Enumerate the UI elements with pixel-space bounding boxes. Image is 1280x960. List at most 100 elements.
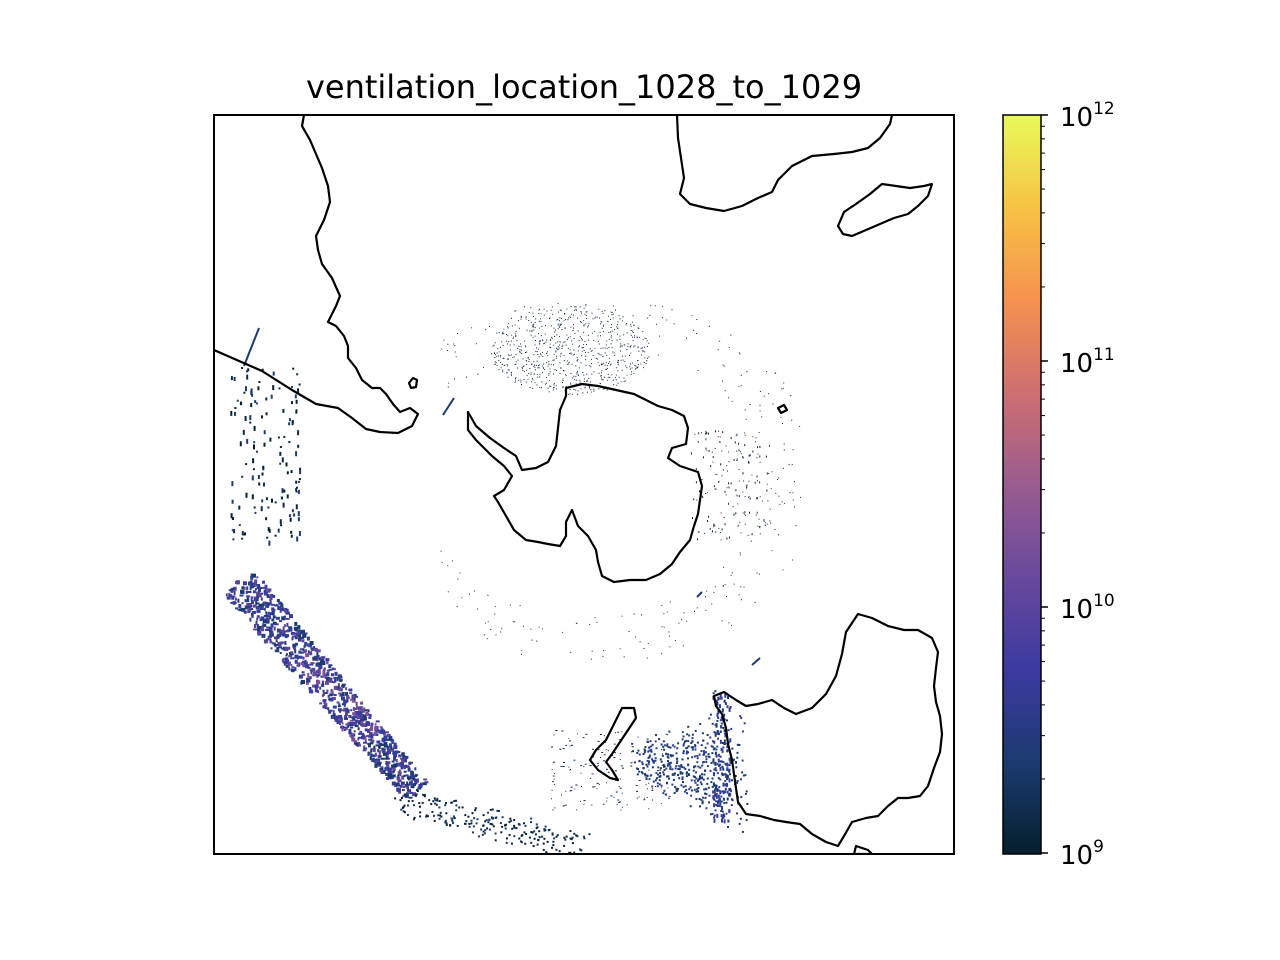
data-cell xyxy=(684,791,686,793)
data-cell xyxy=(676,752,678,754)
data-cell xyxy=(580,336,581,337)
data-cell xyxy=(565,374,566,375)
data-cell xyxy=(667,753,669,755)
data-cell xyxy=(703,753,705,755)
data-cell xyxy=(767,484,768,485)
data-cell xyxy=(367,754,369,756)
data-cell xyxy=(539,836,541,838)
data-cell xyxy=(667,763,669,765)
data-cell xyxy=(651,790,653,791)
data-cell xyxy=(246,375,248,380)
data-cell xyxy=(291,632,295,635)
data-cell xyxy=(677,742,679,744)
data-cell xyxy=(728,503,729,505)
data-cell xyxy=(657,766,659,768)
data-cell xyxy=(573,330,574,331)
data-cell xyxy=(504,365,505,366)
data-cell xyxy=(611,343,612,344)
data-cell xyxy=(531,335,532,336)
data-cell xyxy=(533,330,534,331)
data-cell xyxy=(502,371,503,372)
data-cell xyxy=(566,345,567,346)
data-cell xyxy=(759,446,760,448)
data-cell xyxy=(691,746,693,748)
data-cell xyxy=(380,770,383,774)
data-cell xyxy=(585,387,586,388)
data-cell xyxy=(515,377,516,378)
data-cell xyxy=(507,364,508,365)
data-cell xyxy=(692,315,693,316)
data-cell xyxy=(257,386,259,390)
data-cell xyxy=(711,604,712,605)
data-cell xyxy=(279,620,282,622)
colorbar-tick-base: 1011 xyxy=(1060,345,1115,379)
data-cell xyxy=(721,539,722,540)
data-cell xyxy=(510,350,511,351)
data-cell xyxy=(583,836,585,838)
data-cell xyxy=(672,773,674,775)
data-cell xyxy=(744,514,745,515)
data-cell xyxy=(236,582,239,584)
data-cell xyxy=(318,671,321,674)
data-cell xyxy=(760,410,761,411)
data-cell xyxy=(551,364,552,365)
data-cell xyxy=(504,358,505,359)
data-cell xyxy=(495,342,496,343)
data-cell xyxy=(727,791,729,794)
data-cell xyxy=(593,389,594,390)
data-cell xyxy=(258,475,260,479)
data-cell xyxy=(235,598,237,601)
data-cell xyxy=(731,804,733,806)
data-cell xyxy=(555,369,556,370)
data-cell xyxy=(552,769,553,770)
data-cell xyxy=(655,760,657,762)
data-cell xyxy=(757,480,758,481)
data-cell xyxy=(681,773,683,775)
data-cell xyxy=(710,770,712,772)
data-cell xyxy=(604,754,606,755)
data-cell xyxy=(537,844,539,846)
data-cell xyxy=(570,791,571,792)
data-cell xyxy=(737,495,738,497)
data-cell xyxy=(491,823,493,825)
data-cell xyxy=(252,614,254,618)
data-cell xyxy=(728,729,730,731)
data-cell xyxy=(793,449,794,450)
data-cell xyxy=(445,812,447,814)
data-cell xyxy=(246,591,248,594)
data-cell xyxy=(727,471,728,472)
data-cell xyxy=(503,333,504,334)
data-cell xyxy=(772,471,773,472)
data-cell xyxy=(687,726,689,728)
data-cell xyxy=(563,378,564,379)
data-cell xyxy=(728,452,729,453)
data-cell xyxy=(559,749,561,750)
data-cell xyxy=(258,381,260,383)
data-cell xyxy=(708,753,710,755)
data-cell xyxy=(290,651,293,653)
data-cell xyxy=(731,625,732,626)
data-cell xyxy=(601,364,602,365)
data-cell xyxy=(581,362,582,363)
data-cell xyxy=(643,753,645,755)
data-cell xyxy=(610,795,612,796)
data-cell xyxy=(705,431,706,432)
data-cell xyxy=(660,767,662,769)
data-cell xyxy=(577,360,578,361)
data-cell xyxy=(582,351,583,352)
data-cell xyxy=(744,433,745,434)
data-cell xyxy=(770,523,771,524)
data-cell xyxy=(683,645,684,646)
data-cell xyxy=(710,781,712,783)
data-cell xyxy=(280,524,282,526)
data-cell xyxy=(766,456,767,458)
data-cell xyxy=(582,372,583,373)
data-cell xyxy=(405,759,407,762)
data-cell xyxy=(546,362,547,363)
data-cell xyxy=(621,345,622,346)
data-cell xyxy=(717,738,719,740)
data-cell xyxy=(735,762,737,764)
data-cell xyxy=(567,339,568,340)
data-cell xyxy=(239,608,242,611)
data-cell xyxy=(407,805,409,807)
